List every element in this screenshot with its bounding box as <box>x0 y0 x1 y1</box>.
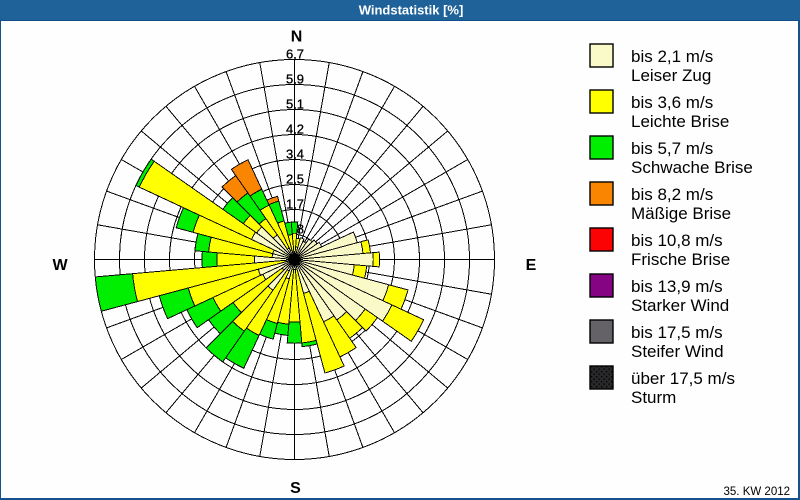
svg-text:Frische Brise: Frische Brise <box>631 250 730 269</box>
svg-text:Leichte Brise: Leichte Brise <box>631 112 729 131</box>
svg-text:35. KW 2012: 35. KW 2012 <box>724 486 790 498</box>
svg-text:bis 5,7 m/s: bis 5,7 m/s <box>631 139 713 158</box>
svg-text:über 17,5 m/s: über 17,5 m/s <box>631 369 735 388</box>
svg-text:bis 17,5 m/s: bis 17,5 m/s <box>631 323 723 342</box>
svg-text:N: N <box>291 29 303 46</box>
svg-text:bis 2,1 m/s: bis 2,1 m/s <box>631 47 713 66</box>
svg-text:Mäßige Brise: Mäßige Brise <box>631 204 731 223</box>
svg-text:bis 3,6 m/s: bis 3,6 m/s <box>631 93 713 112</box>
svg-text:W: W <box>52 257 68 274</box>
svg-text:5,9: 5,9 <box>286 72 304 87</box>
svg-text:Leiser Zug: Leiser Zug <box>631 66 711 85</box>
svg-text:2,5: 2,5 <box>286 172 304 187</box>
svg-text:6,7: 6,7 <box>286 47 304 62</box>
svg-text:3,4: 3,4 <box>286 147 304 162</box>
svg-text:1,7: 1,7 <box>286 197 304 212</box>
svg-text:Starker Wind: Starker Wind <box>631 296 729 315</box>
svg-text:Sturm: Sturm <box>631 388 676 407</box>
svg-text:Windstatistik [%]: Windstatistik [%] <box>359 3 464 18</box>
svg-text:S: S <box>290 480 301 497</box>
svg-text:bis 13,9 m/s: bis 13,9 m/s <box>631 277 723 296</box>
svg-text:5,1: 5,1 <box>286 97 304 112</box>
svg-text:Steifer Wind: Steifer Wind <box>631 342 724 361</box>
svg-text:E: E <box>526 257 537 274</box>
svg-text:bis 8,2 m/s: bis 8,2 m/s <box>631 185 713 204</box>
svg-text:Schwache Brise: Schwache Brise <box>631 158 753 177</box>
svg-text:bis 10,8 m/s: bis 10,8 m/s <box>631 231 723 250</box>
svg-text:4,2: 4,2 <box>286 122 304 137</box>
